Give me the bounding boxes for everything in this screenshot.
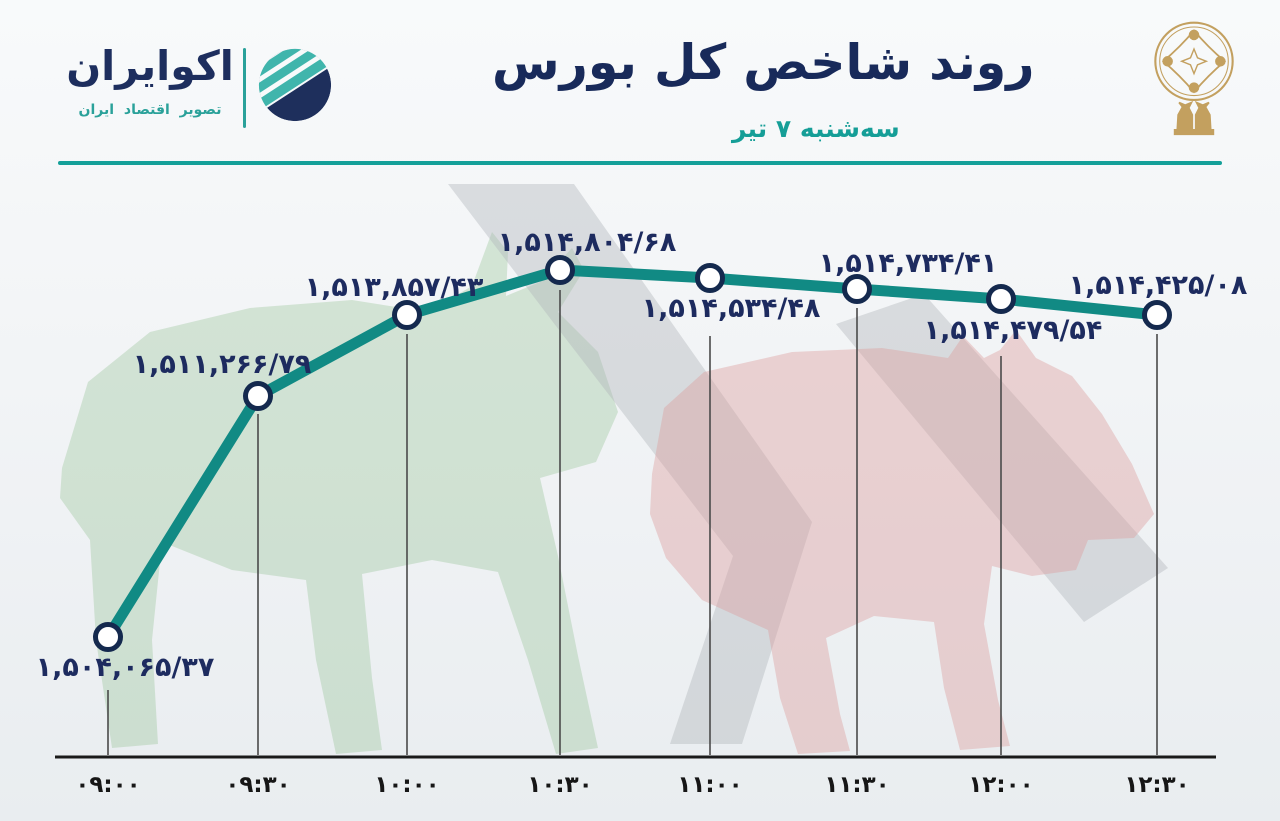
data-point	[392, 300, 422, 330]
data-point	[842, 274, 872, 304]
brand-logo: اکوایران تصویر اقتصاد ایران	[60, 40, 340, 140]
header: اکوایران تصویر اقتصاد ایران روند شاخص کل…	[0, 0, 1280, 170]
index-line	[102, 264, 1163, 643]
brand-name: اکوایران	[66, 42, 234, 90]
stock-exchange-emblem-icon	[1154, 21, 1234, 136]
ecoiran-logo-icon	[258, 48, 332, 122]
page-title: روند شاخص کل بورس	[492, 34, 1035, 91]
data-point	[986, 284, 1016, 314]
data-point	[93, 622, 123, 652]
header-divider	[58, 161, 1222, 165]
brand-tagline: تصویر اقتصاد ایران	[78, 102, 222, 118]
bull-watermark	[60, 232, 618, 754]
bear-watermark	[650, 330, 1154, 754]
data-point	[243, 381, 273, 411]
data-point	[545, 255, 575, 285]
data-point	[695, 263, 725, 293]
brand-separator	[243, 48, 246, 128]
bolt-watermark	[448, 184, 812, 744]
data-point	[1142, 300, 1172, 330]
page-date: سه‌شنبه ۷ تیر	[732, 114, 900, 143]
bolt-watermark-2	[836, 294, 1168, 622]
